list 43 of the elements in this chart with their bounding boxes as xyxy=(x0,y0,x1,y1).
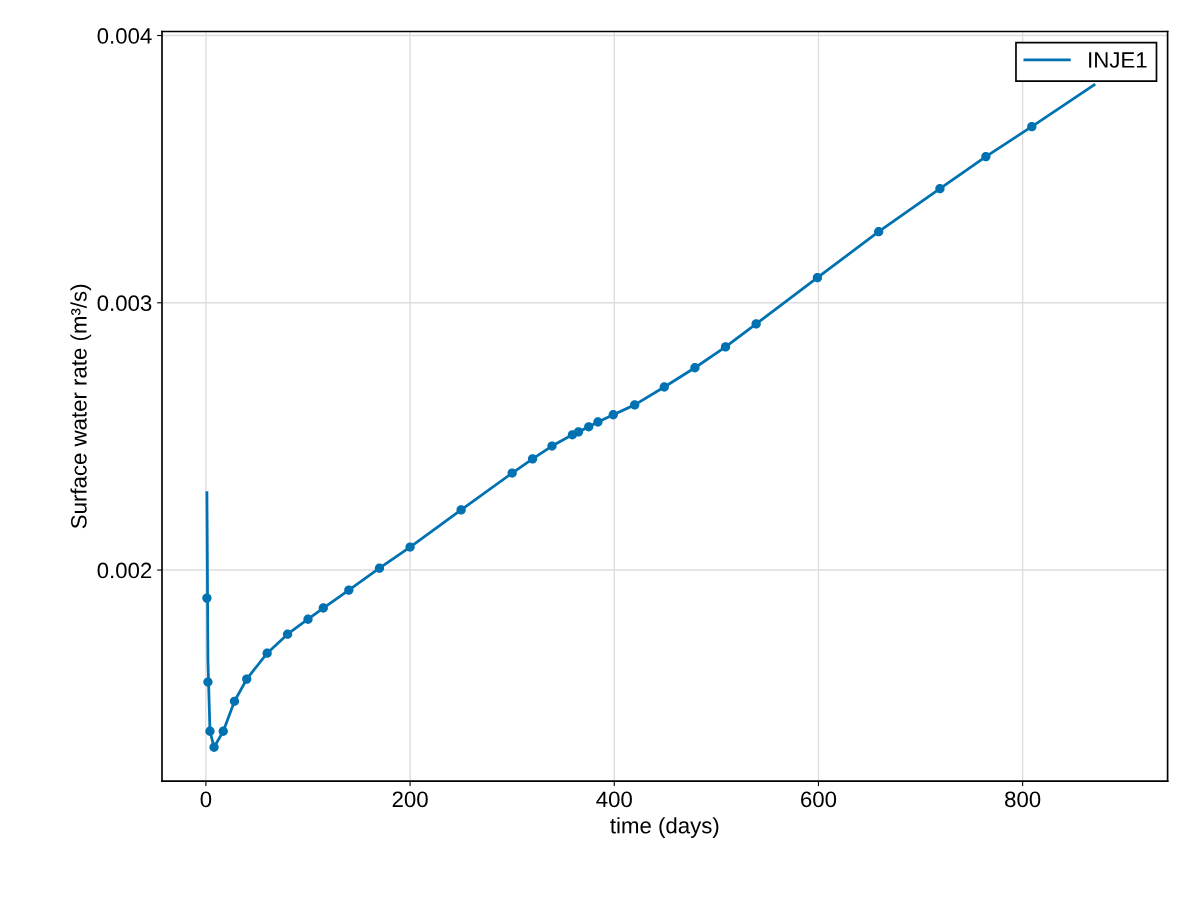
point xyxy=(303,614,313,624)
point xyxy=(205,726,215,736)
point xyxy=(1027,121,1037,132)
legend-label: INJE1 xyxy=(1089,52,1147,68)
point xyxy=(202,593,212,603)
point xyxy=(720,342,731,352)
point xyxy=(874,227,884,237)
point xyxy=(573,427,584,437)
point xyxy=(507,468,517,478)
point xyxy=(527,454,538,464)
point xyxy=(242,674,252,684)
point xyxy=(374,563,385,573)
x-axis-title: time (days) xyxy=(610,817,719,838)
point xyxy=(262,648,272,658)
y-axis-title: Surface water rate (m³/s) xyxy=(70,284,92,529)
point xyxy=(751,319,761,329)
point xyxy=(203,677,213,687)
point xyxy=(209,742,219,752)
x-tick-label: 0 xyxy=(200,791,212,808)
y-tick-label: 0.003 xyxy=(97,295,152,312)
x-tick-label: 200 xyxy=(392,791,428,808)
point xyxy=(547,441,557,451)
y-tick-label: 0.004 xyxy=(97,28,152,44)
y-tick-label: 0.002 xyxy=(97,562,152,579)
point xyxy=(981,151,991,162)
x-tick-label: 400 xyxy=(596,791,632,808)
point xyxy=(218,726,228,736)
point xyxy=(456,505,466,515)
point xyxy=(659,382,669,392)
point xyxy=(593,417,603,427)
x-tick-label: 600 xyxy=(801,791,837,808)
point xyxy=(405,542,415,552)
point xyxy=(229,696,240,706)
point xyxy=(282,629,293,639)
point xyxy=(935,184,945,194)
x-tick-label: 800 xyxy=(1005,791,1041,808)
point xyxy=(690,363,700,373)
point xyxy=(318,603,328,613)
point xyxy=(630,400,640,410)
point xyxy=(608,410,618,420)
point xyxy=(812,273,823,283)
point xyxy=(584,422,594,432)
point xyxy=(344,585,354,595)
